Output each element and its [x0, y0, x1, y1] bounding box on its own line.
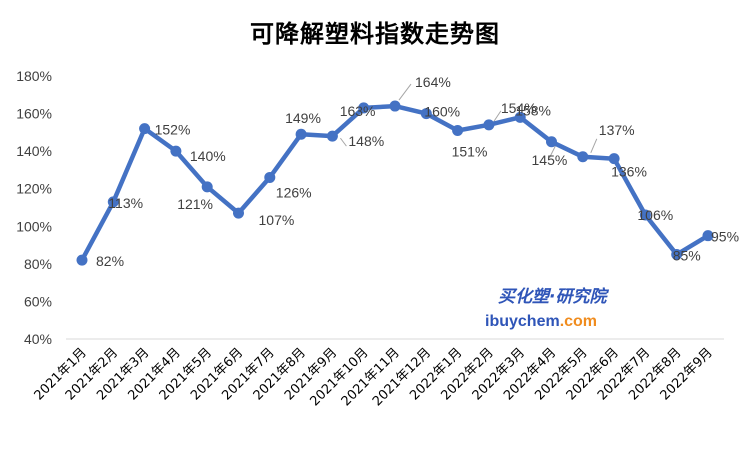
- watermark-site: ibuychem.com: [485, 313, 597, 330]
- y-tick-label: 180%: [16, 68, 52, 84]
- y-tick-label: 120%: [16, 181, 52, 197]
- data-point: [201, 181, 213, 193]
- data-point: [702, 230, 714, 242]
- data-label: 151%: [452, 143, 488, 159]
- data-label: 137%: [599, 122, 635, 138]
- data-point: [608, 153, 620, 165]
- data-point: [170, 145, 182, 157]
- leader-line: [549, 145, 556, 158]
- leader-line: [492, 110, 502, 124]
- data-label: 113%: [108, 195, 143, 211]
- data-label: 158%: [515, 102, 551, 118]
- leader-line: [590, 138, 598, 153]
- data-label: 145%: [532, 152, 568, 168]
- data-point: [264, 171, 276, 183]
- y-tick-label: 80%: [24, 256, 52, 272]
- label-leader-lines: [339, 83, 598, 158]
- data-point: [514, 111, 526, 123]
- y-axis-ticks: 40% 60% 80% 100% 120% 140% 160% 180%: [16, 68, 52, 347]
- watermark-name: 买化塑·研究院: [498, 287, 609, 307]
- data-label: 164%: [415, 74, 451, 90]
- y-tick-label: 60%: [24, 293, 52, 309]
- leader-line: [339, 137, 347, 147]
- data-label: 106%: [637, 207, 673, 223]
- data-label: 85%: [673, 247, 701, 263]
- data-label: 140%: [190, 148, 226, 164]
- data-label: 136%: [611, 164, 647, 180]
- data-label: 107%: [259, 212, 295, 228]
- data-label: 160%: [424, 104, 460, 120]
- data-label: 154%: [501, 100, 537, 116]
- data-label: 163%: [340, 103, 376, 119]
- data-point: [358, 102, 370, 114]
- y-tick-label: 100%: [16, 218, 52, 234]
- chart-title: 可降解塑料指数走势图: [250, 20, 500, 48]
- data-point: [139, 123, 151, 135]
- watermark-site-main: ibuychem: [485, 313, 560, 330]
- data-point: [233, 207, 244, 219]
- series-markers: [76, 100, 714, 266]
- leader-line: [398, 83, 412, 101]
- watermark-site-tld: .com: [560, 313, 597, 330]
- y-tick-label: 160%: [16, 106, 52, 122]
- data-point: [107, 196, 119, 208]
- data-point: [420, 108, 432, 120]
- data-label: 148%: [348, 133, 384, 149]
- data-point: [389, 100, 401, 112]
- data-label: 149%: [285, 110, 321, 126]
- data-point: [671, 248, 683, 260]
- data-point: [639, 209, 651, 221]
- x-axis-ticks: 2021年1月2021年2月2021年3月2021年4月2021年5月2021年…: [32, 345, 716, 409]
- data-point: [483, 119, 495, 131]
- y-tick-label: 40%: [24, 331, 52, 347]
- y-tick-label: 140%: [16, 143, 52, 159]
- data-point: [326, 130, 338, 142]
- data-point: [577, 151, 589, 163]
- data-label: 152%: [155, 122, 191, 138]
- data-labels: 82% 113% 152% 140% 121% 107% 126% 149% 148% 163% 1…: [96, 74, 739, 269]
- data-point: [452, 124, 464, 136]
- data-label: 95%: [711, 229, 739, 245]
- data-label: 126%: [276, 184, 312, 200]
- data-label: 82%: [96, 253, 124, 269]
- data-point: [295, 128, 307, 140]
- data-point: [76, 254, 88, 266]
- data-point: [546, 136, 557, 148]
- data-label: 121%: [177, 196, 213, 212]
- watermark-logo: 买化塑·研究院 ibuychem.com: [485, 287, 609, 330]
